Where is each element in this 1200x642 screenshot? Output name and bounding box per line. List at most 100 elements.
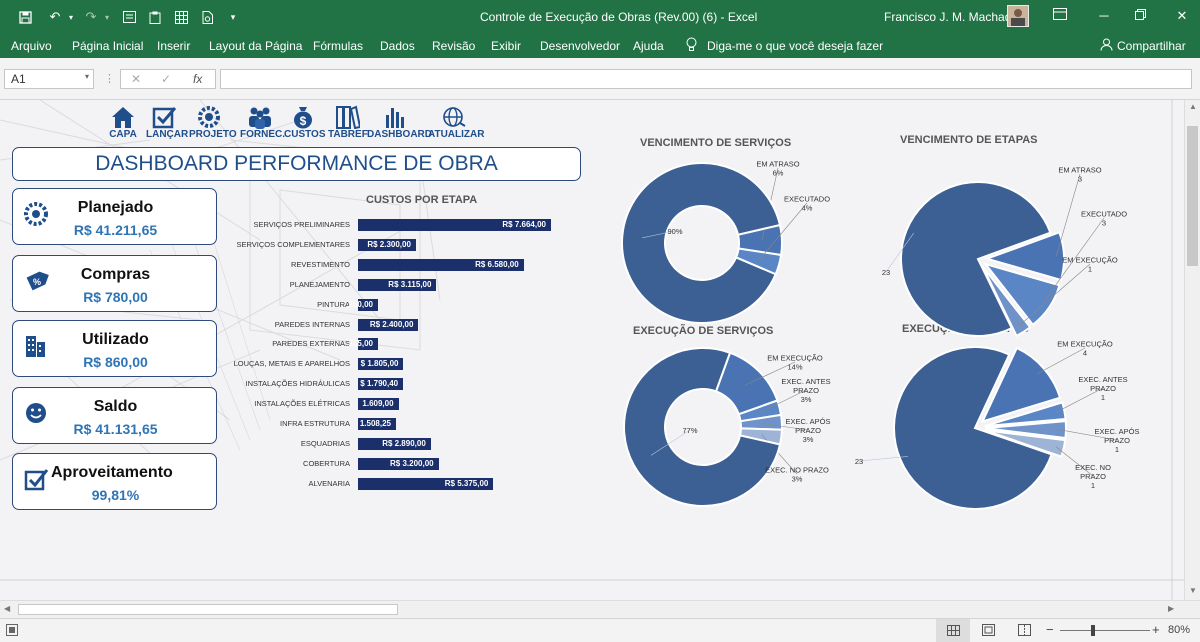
zoom-level[interactable]: 80% <box>1168 624 1191 636</box>
scroll-down-icon[interactable]: ▼ <box>1189 586 1197 595</box>
tab-exibir[interactable]: Exibir <box>491 39 522 53</box>
bar[interactable] <box>358 437 431 450</box>
pie-slice[interactable] <box>621 162 782 324</box>
close-icon[interactable]: ✕ <box>1176 8 1188 23</box>
formula-bar-grip-icon[interactable]: ⋮ <box>104 73 115 85</box>
save-icon[interactable] <box>14 8 36 26</box>
undo-dropdown-icon[interactable]: ▾ <box>68 12 73 22</box>
pie-slice[interactable] <box>981 266 1032 338</box>
redo-icon[interactable]: ↷ <box>85 9 97 24</box>
vertical-scrollbar[interactable]: ▲ ▼ <box>1184 100 1200 600</box>
bar[interactable] <box>358 358 404 371</box>
bar[interactable] <box>358 258 524 271</box>
scroll-up-icon[interactable]: ▲ <box>1189 102 1197 111</box>
nav-dashboard[interactable]: DASHBOARD <box>367 105 432 140</box>
horizontal-scroll-thumb[interactable] <box>18 604 398 615</box>
share-button[interactable]: Compartilhar <box>1117 39 1186 53</box>
bar[interactable] <box>358 477 494 490</box>
bar-chart-icon <box>386 108 404 128</box>
pie-leader-line <box>1037 347 1086 374</box>
nav-projeto[interactable]: PROJETO <box>189 105 237 140</box>
zoom-out-button[interactable]: − <box>1046 622 1054 637</box>
cancel-icon[interactable]: ✕ <box>131 72 142 86</box>
refresh-doc-icon[interactable] <box>196 8 218 26</box>
tab-layout-da-pagina[interactable]: Layout da Página <box>209 39 303 53</box>
restore-icon[interactable] <box>1130 8 1150 24</box>
name-box-dropdown-icon[interactable]: ▾ <box>84 72 89 81</box>
tab-dados[interactable]: Dados <box>380 39 415 53</box>
pie-slice[interactable] <box>984 401 1067 428</box>
pie-slice[interactable] <box>982 262 1061 327</box>
clipboard-icon[interactable] <box>144 8 166 26</box>
share-icon[interactable] <box>1100 38 1113 54</box>
nav-atualizar[interactable]: ATUALIZAR <box>428 105 484 140</box>
pie-slice[interactable] <box>980 346 1062 424</box>
bar[interactable] <box>358 398 399 411</box>
name-box[interactable]: A1 ▾ <box>4 69 94 89</box>
tab-desenvolvedor[interactable]: Desenvolvedor <box>540 39 621 53</box>
pie-slice[interactable] <box>893 346 1053 510</box>
tab-arquivo[interactable]: Arquivo <box>11 39 52 53</box>
bar[interactable] <box>358 238 416 251</box>
horizontal-scrollbar[interactable]: ◀ ▶ <box>0 600 1200 618</box>
kpi-label: Utilizado <box>82 331 149 348</box>
bar[interactable] <box>358 219 551 231</box>
avatar[interactable] <box>1007 5 1029 27</box>
zoom-slider-thumb[interactable] <box>1091 625 1095 636</box>
zoom-in-button[interactable]: + <box>1152 622 1160 637</box>
bar[interactable] <box>358 418 396 430</box>
pie-label: EXEC. APÓS PRAZO 1 <box>1094 427 1139 454</box>
worksheet[interactable]: CAPA LANÇAR PROJETO FORNEC. $ CUSTOS TAB… <box>0 100 1184 600</box>
scroll-right-icon[interactable]: ▶ <box>1168 604 1175 613</box>
tab-formulas[interactable]: Fórmulas <box>313 39 364 53</box>
tab-ajuda[interactable]: Ajuda <box>633 39 664 53</box>
scroll-left-icon[interactable]: ◀ <box>4 604 11 613</box>
pie-slice[interactable] <box>623 347 782 507</box>
nav-label: FORNEC. <box>240 129 285 140</box>
redo-dropdown-icon[interactable]: ▾ <box>104 12 109 22</box>
lightbulb-icon[interactable] <box>686 37 697 55</box>
nav-lancar[interactable]: LANÇAR <box>146 105 188 140</box>
tell-me-box[interactable]: Diga-me o que você deseja fazer <box>707 39 884 53</box>
nav-tabref[interactable]: TABREF <box>328 105 368 140</box>
pie-slice[interactable] <box>983 231 1065 282</box>
nav-capa[interactable]: CAPA <box>108 105 138 140</box>
nav-custos[interactable]: $ CUSTOS <box>284 105 326 140</box>
enter-icon[interactable]: ✓ <box>161 72 172 86</box>
customize-toolbar-icon[interactable]: ▾ <box>230 11 236 22</box>
kpi-value: R$ 41.211,65 <box>73 222 158 238</box>
nav-fornec[interactable]: FORNEC. <box>240 105 285 140</box>
bar[interactable] <box>358 457 439 470</box>
bar-value-label: 250,00 <box>348 299 373 309</box>
formula-input[interactable] <box>220 69 1192 89</box>
user-name[interactable]: Francisco J. M. Machado <box>884 10 1019 24</box>
pie-category-text: EXECUTADO <box>784 195 830 204</box>
pie-slice[interactable] <box>984 429 1067 458</box>
bar[interactable] <box>358 318 419 331</box>
pie-slice[interactable] <box>900 180 1052 337</box>
bar[interactable] <box>358 278 437 291</box>
bar[interactable] <box>358 298 378 311</box>
minimize-icon[interactable]: ─ <box>1099 8 1109 23</box>
nav-label: CAPA <box>109 129 137 140</box>
view-normal-icon[interactable] <box>936 619 970 642</box>
pie-leader-line <box>1042 217 1105 303</box>
table-icon[interactable] <box>170 8 192 26</box>
vertical-scroll-thumb[interactable] <box>1187 126 1198 266</box>
pie-slice[interactable] <box>984 420 1067 440</box>
insert-function-icon[interactable]: fx <box>193 72 203 86</box>
view-page-layout-icon[interactable] <box>982 624 995 639</box>
bar[interactable] <box>358 378 404 391</box>
tab-revisao[interactable]: Revisão <box>432 39 476 53</box>
ribbon-display-options-icon[interactable] <box>1050 8 1070 24</box>
macro-record-icon[interactable] <box>6 624 18 639</box>
view-page-break-icon[interactable] <box>1018 624 1031 639</box>
tab-pagina-inicial[interactable]: Página Inicial <box>72 39 144 53</box>
zoom-slider[interactable] <box>1060 630 1150 631</box>
tab-inserir[interactable]: Inserir <box>157 39 191 53</box>
svg-text:%: % <box>33 277 41 287</box>
bar[interactable] <box>358 338 378 351</box>
undo-icon[interactable]: ↶ <box>49 9 61 24</box>
form-icon[interactable] <box>118 8 140 26</box>
